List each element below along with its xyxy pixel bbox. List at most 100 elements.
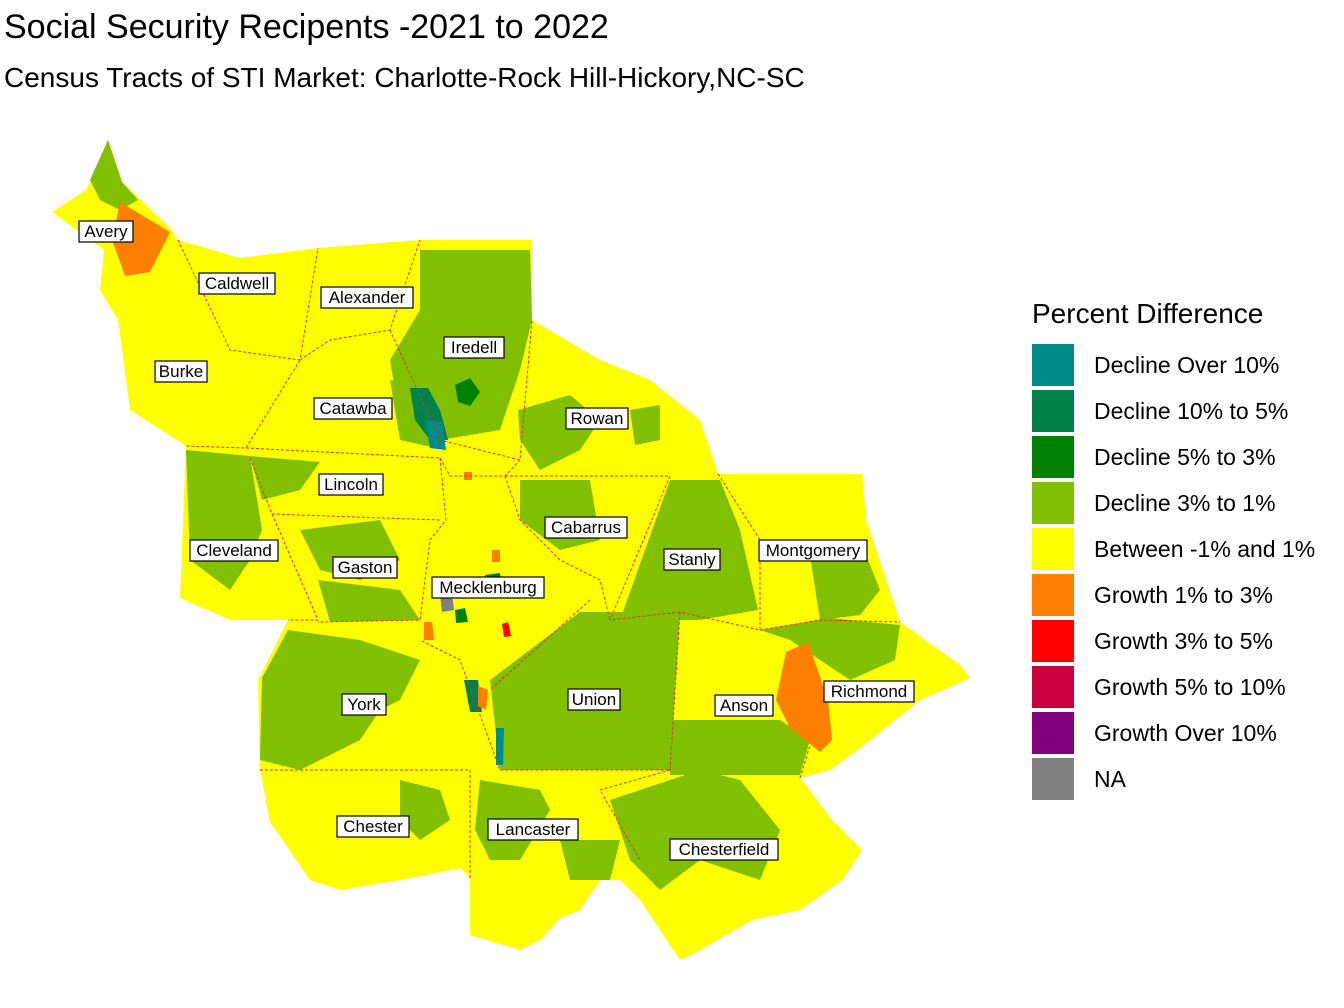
label-burke: Burke xyxy=(154,360,208,383)
label-union: Union xyxy=(567,688,621,711)
tract-meck-dark-2 xyxy=(455,608,468,623)
legend-item: Decline 3% to 1% xyxy=(1032,480,1315,526)
legend-swatch xyxy=(1032,390,1074,432)
tract-york-growth xyxy=(478,686,488,710)
label-caldwell: Caldwell xyxy=(198,272,276,295)
legend-swatch xyxy=(1032,666,1074,708)
tract-richmond xyxy=(760,618,900,680)
legend-item: Growth 3% to 5% xyxy=(1032,618,1315,664)
tract-lancaster-east xyxy=(560,840,620,880)
label-rowan: Rowan xyxy=(565,407,629,430)
tract-meck-growth-2 xyxy=(424,622,434,640)
svg-text:Catawba: Catawba xyxy=(319,399,387,418)
label-catawba: Catawba xyxy=(313,397,393,420)
svg-text:Union: Union xyxy=(572,690,616,709)
decline-3-to-1-tracts xyxy=(90,140,900,890)
tract-catawba-teal xyxy=(425,420,446,450)
legend-swatch xyxy=(1032,436,1074,478)
decline-over-10-tracts xyxy=(425,420,504,765)
label-montgomery: Montgomery xyxy=(758,539,868,562)
county-boundaries xyxy=(177,239,901,878)
label-anson: Anson xyxy=(714,694,774,717)
legend-item: Growth 1% to 3% xyxy=(1032,572,1315,618)
legend-swatch xyxy=(1032,482,1074,524)
legend-label: Between -1% and 1% xyxy=(1094,535,1316,562)
tract-iredell-dark xyxy=(455,378,480,406)
legend-label: Decline 3% to 1% xyxy=(1094,489,1276,516)
legend-swatch xyxy=(1032,344,1074,386)
legend-swatch xyxy=(1032,528,1074,570)
label-iredell: Iredell xyxy=(443,336,505,359)
label-mecklenburg: Mecklenburg xyxy=(431,576,545,599)
label-stanly: Stanly xyxy=(663,548,721,571)
svg-text:Burke: Burke xyxy=(159,362,203,381)
label-lincoln: Lincoln xyxy=(318,473,384,496)
legend-label: Growth Over 10% xyxy=(1094,719,1277,746)
label-cleveland: Cleveland xyxy=(189,539,279,562)
svg-text:Caldwell: Caldwell xyxy=(205,274,269,293)
svg-text:Stanly: Stanly xyxy=(668,550,716,569)
svg-text:Cleveland: Cleveland xyxy=(196,541,272,560)
legend-swatch xyxy=(1032,758,1074,800)
svg-text:Chesterfield: Chesterfield xyxy=(679,840,770,859)
label-york: York xyxy=(341,693,387,716)
county-labels: Avery Caldwell Alexander Iredell Burke C… xyxy=(78,220,915,861)
tract-meck-growth xyxy=(492,550,500,562)
label-richmond: Richmond xyxy=(823,680,915,703)
legend-swatch xyxy=(1032,620,1074,662)
tract-lincoln xyxy=(250,456,320,500)
legend-label: NA xyxy=(1094,765,1126,792)
legend-swatch xyxy=(1032,574,1074,616)
svg-text:Avery: Avery xyxy=(84,222,128,241)
legend-label: Decline 5% to 3% xyxy=(1094,443,1276,470)
legend-item: Between -1% and 1% xyxy=(1032,526,1315,572)
legend-swatch xyxy=(1032,712,1074,754)
label-cabarrus: Cabarrus xyxy=(544,516,628,539)
svg-text:Chester: Chester xyxy=(343,817,403,836)
legend-item: Decline Over 10% xyxy=(1032,342,1315,388)
legend-label: Growth 5% to 10% xyxy=(1094,673,1286,700)
legend-item: Growth 5% to 10% xyxy=(1032,664,1315,710)
svg-text:Mecklenburg: Mecklenburg xyxy=(439,578,536,597)
growth-3-to-5-tracts xyxy=(502,622,511,637)
tract-anson-south xyxy=(670,720,810,775)
svg-text:Gaston: Gaston xyxy=(338,558,393,577)
svg-text:Richmond: Richmond xyxy=(831,682,908,701)
label-lancaster: Lancaster xyxy=(487,818,579,841)
legend-item: Growth Over 10% xyxy=(1032,710,1315,756)
svg-text:Rowan: Rowan xyxy=(571,409,624,428)
label-avery: Avery xyxy=(78,220,134,243)
map-subtitle: Census Tracts of STI Market: Charlotte-R… xyxy=(4,62,805,93)
tract-richmond-growth xyxy=(776,642,832,752)
map-title: Social Security Recipents -2021 to 2022 xyxy=(4,8,609,46)
tract-rowan-east xyxy=(630,405,660,445)
tract-lancaster-teal xyxy=(496,728,504,765)
tract-rowan-growth xyxy=(464,472,472,480)
legend-item: Decline 5% to 3% xyxy=(1032,434,1315,480)
legend-label: Decline Over 10% xyxy=(1094,351,1280,378)
label-gaston: Gaston xyxy=(332,556,398,579)
label-chester: Chester xyxy=(336,815,410,838)
svg-text:Alexander: Alexander xyxy=(329,288,406,307)
tract-avery-north xyxy=(90,140,138,210)
tract-chester xyxy=(400,780,450,840)
svg-text:Montgomery: Montgomery xyxy=(766,541,861,560)
label-chesterfield: Chesterfield xyxy=(669,838,779,861)
legend: Percent Difference Decline Over 10% Decl… xyxy=(1032,298,1315,802)
svg-text:Anson: Anson xyxy=(720,696,768,715)
legend-label: Growth 1% to 3% xyxy=(1094,581,1273,608)
legend-item: Decline 10% to 5% xyxy=(1032,388,1315,434)
svg-text:Iredell: Iredell xyxy=(451,338,497,357)
tract-york xyxy=(260,630,420,770)
label-alexander: Alexander xyxy=(320,286,414,309)
svg-text:Cabarrus: Cabarrus xyxy=(551,518,621,537)
legend-item: NA xyxy=(1032,756,1315,802)
svg-text:York: York xyxy=(347,695,381,714)
tract-gaston-south xyxy=(318,580,420,622)
legend-label: Decline 10% to 5% xyxy=(1094,397,1289,424)
legend-title: Percent Difference xyxy=(1032,298,1264,329)
legend-label: Growth 3% to 5% xyxy=(1094,627,1273,654)
tract-meck-red xyxy=(502,622,511,637)
svg-text:Lancaster: Lancaster xyxy=(496,820,571,839)
